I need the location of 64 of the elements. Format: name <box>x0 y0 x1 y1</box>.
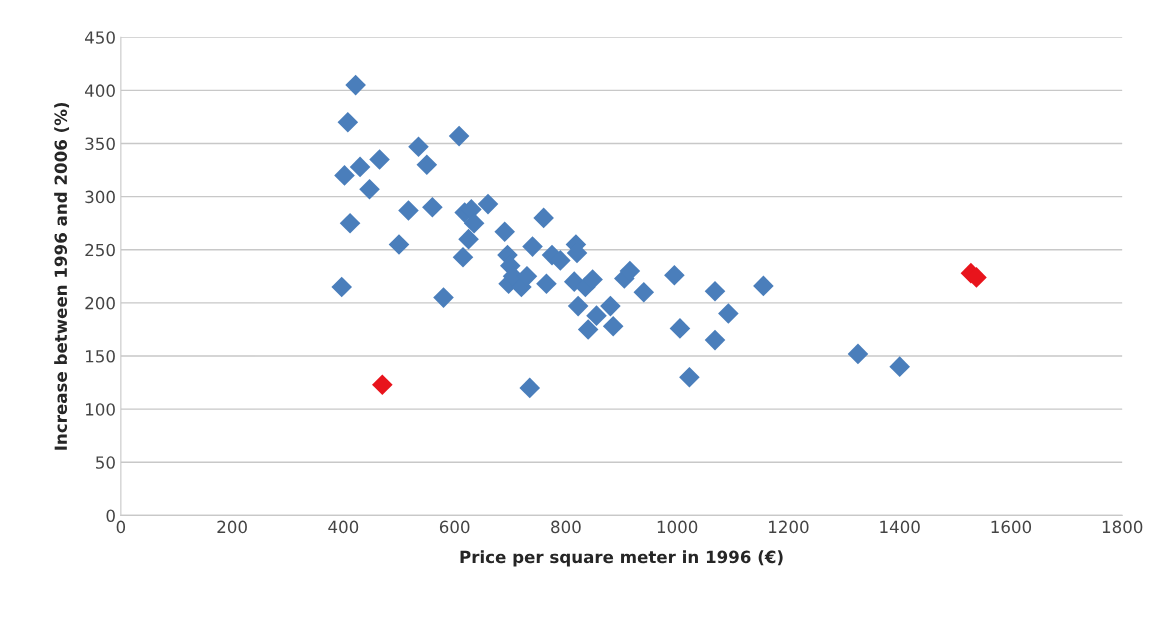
point <box>567 295 589 317</box>
point <box>633 281 655 303</box>
x-tick-label: 1600 <box>991 520 1032 534</box>
x-tick-label: 1000 <box>657 520 698 534</box>
point <box>847 343 869 365</box>
point <box>369 149 390 170</box>
x-tick-label: 200 <box>217 520 247 534</box>
point <box>337 111 359 133</box>
y-tick-label: 400 <box>85 84 115 97</box>
point <box>372 374 393 396</box>
y-tick-label: 250 <box>85 243 115 257</box>
point <box>536 273 557 295</box>
point <box>448 125 470 147</box>
point <box>704 280 726 302</box>
point <box>433 287 454 308</box>
y-tick-label: 450 <box>85 31 115 44</box>
point <box>388 234 410 255</box>
point <box>533 207 554 229</box>
point <box>582 269 603 290</box>
y-tick-label: 150 <box>86 350 115 363</box>
x-tick-label: 1400 <box>880 520 920 534</box>
point <box>679 366 700 388</box>
point <box>477 193 499 215</box>
y-tick-label: 350 <box>85 137 115 151</box>
point <box>494 221 516 243</box>
y-tick-label: 200 <box>85 296 115 310</box>
point <box>519 377 541 399</box>
point <box>577 319 599 340</box>
point <box>600 295 621 317</box>
x-tick-label: 1800 <box>1102 520 1143 534</box>
x-tick-label: 400 <box>328 520 359 534</box>
y-tick-label: 100 <box>86 403 115 416</box>
point <box>416 154 438 176</box>
point <box>359 178 380 200</box>
x-axis-title: Price per square meter in 1996 (€) <box>460 550 783 567</box>
x-tick-label: 1200 <box>769 520 809 534</box>
point <box>704 329 726 351</box>
y-tick-label: 0 <box>106 509 115 522</box>
point <box>339 212 361 234</box>
point <box>452 246 474 268</box>
point <box>669 318 691 339</box>
x-tick-label: 0 <box>116 520 126 534</box>
x-tick-label: 800 <box>551 520 581 534</box>
point <box>463 212 485 234</box>
point <box>331 276 353 298</box>
x-tick-label: 600 <box>439 520 470 534</box>
point <box>753 275 774 297</box>
y-tick-label: 300 <box>85 190 115 204</box>
point <box>602 315 624 337</box>
point <box>550 250 571 271</box>
point <box>408 136 429 158</box>
point <box>422 196 443 218</box>
point <box>718 303 739 324</box>
y-axis-title: Increase between 1996 and 2006 (%) <box>54 102 70 450</box>
point <box>345 74 366 96</box>
point <box>586 305 607 326</box>
point <box>349 156 371 178</box>
point <box>458 228 479 250</box>
y-tick-label: 50 <box>96 456 115 469</box>
point <box>889 356 910 377</box>
point <box>522 236 543 257</box>
point <box>398 200 419 221</box>
point <box>334 165 355 186</box>
point <box>664 264 685 286</box>
